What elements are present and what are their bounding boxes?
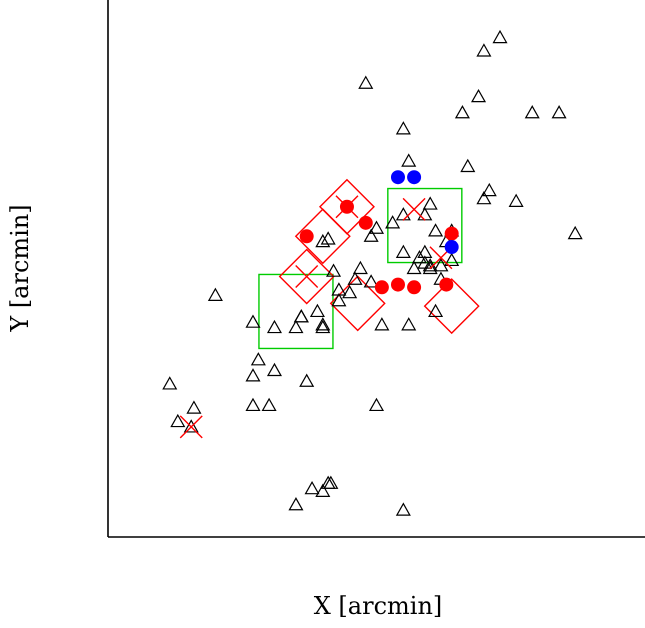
triangle-point: [261, 397, 277, 412]
triangle-point: [406, 260, 422, 275]
triangle-point: [315, 483, 331, 497]
triangle-point: [331, 293, 347, 307]
triangle-point: [266, 319, 282, 334]
triangle-point: [524, 105, 540, 119]
triangle-point: [207, 287, 223, 301]
triangle-point: [428, 223, 444, 237]
triangle-point: [245, 368, 261, 382]
triangle-point: [293, 309, 309, 323]
triangle-point: [471, 88, 487, 103]
blue-circle-point: [390, 170, 405, 185]
red-circle-point: [390, 277, 405, 292]
axes: [107, 0, 645, 538]
triangle-point: [245, 397, 261, 412]
triangle-point: [288, 497, 304, 511]
red-circle-point: [299, 229, 314, 244]
triangle-point: [183, 419, 199, 433]
red-circle-point: [444, 226, 459, 241]
red-x-mark: [402, 197, 426, 221]
triangle-point: [476, 43, 492, 57]
red-circle-point: [358, 215, 373, 230]
red-x-mark: [295, 265, 319, 289]
triangle-point: [299, 373, 315, 387]
triangle-point: [508, 193, 524, 207]
triangle-point: [323, 475, 339, 489]
triangle-point: [476, 190, 492, 205]
triangle-point: [304, 480, 320, 495]
triangle-point: [363, 228, 379, 242]
triangle-point: [551, 105, 567, 119]
x-axis-label: X [arcmin]: [314, 592, 443, 620]
triangle-point: [315, 319, 331, 334]
triangle-point: [374, 317, 390, 331]
red-diamond-mark: [423, 278, 480, 335]
triangle-point: [567, 225, 583, 240]
y-axis-label: Y [arcmin]: [6, 204, 34, 332]
triangle-point: [422, 196, 438, 210]
red-circle-point: [439, 277, 454, 292]
triangle-point: [395, 244, 411, 258]
triangle-point: [368, 397, 385, 412]
triangle-point: [326, 263, 342, 277]
triangle-point: [444, 252, 460, 267]
triangle-point: [395, 502, 411, 516]
triangle-point: [293, 309, 309, 323]
triangle-point: [481, 182, 497, 197]
red-diamond-mark: [294, 208, 351, 265]
triangle-point: [363, 274, 379, 288]
red-x-mark: [179, 415, 203, 439]
triangle-point: [492, 29, 508, 44]
triangle-point: [170, 413, 186, 428]
triangle-point: [368, 220, 385, 234]
triangle-point: [186, 400, 202, 414]
triangle-point: [395, 207, 411, 221]
triangle-point: [417, 207, 433, 221]
triangle-point: [315, 233, 331, 248]
blue-circle-point: [407, 170, 422, 185]
triangle-point: [417, 244, 433, 258]
triangle-point: [162, 376, 178, 390]
triangle-point: [320, 231, 336, 245]
triangle-point: [309, 303, 325, 318]
triangle-point: [433, 258, 449, 272]
triangle-point: [417, 255, 433, 269]
red-circle-point: [374, 280, 389, 295]
triangle-point: [315, 317, 331, 331]
data-marks: [162, 29, 583, 516]
triangle-point: [401, 317, 417, 331]
triangle-point: [358, 75, 374, 89]
triangle-point: [288, 319, 304, 334]
triangle-point: [460, 158, 476, 173]
red-circle-point: [407, 280, 422, 295]
triangle-point: [395, 121, 411, 135]
triangle-point: [352, 260, 368, 275]
red-circle-point: [339, 199, 354, 214]
green-square-mark: [258, 273, 334, 350]
triangle-point: [266, 362, 282, 377]
triangle-point: [347, 271, 363, 285]
triangle-point: [428, 303, 444, 318]
triangle-point: [250, 352, 266, 366]
triangle-point: [454, 105, 470, 119]
triangle-point: [401, 153, 417, 167]
triangle-point: [342, 284, 358, 299]
red-diamond-mark: [278, 248, 335, 305]
blue-circle-point: [444, 240, 459, 255]
triangle-point: [245, 314, 261, 328]
triangle-point: [385, 215, 401, 229]
